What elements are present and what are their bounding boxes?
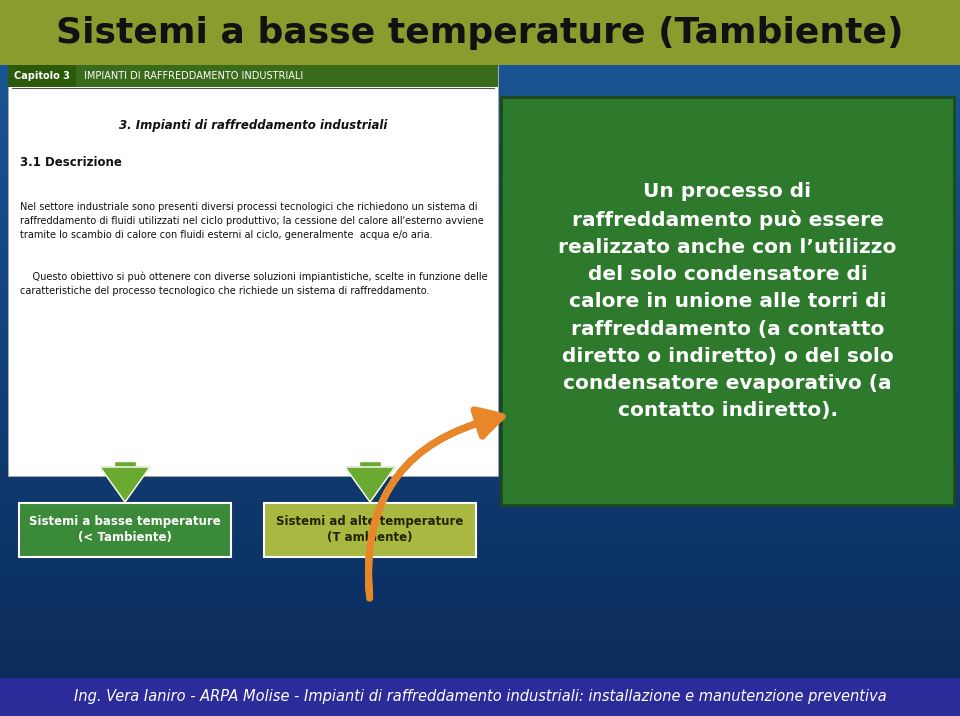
- FancyBboxPatch shape: [264, 503, 476, 557]
- Text: Sistemi ad alte temperature
(T ambiente): Sistemi ad alte temperature (T ambiente): [276, 516, 464, 544]
- Bar: [8, 65, 498, 87]
- Bar: [0, 465, 960, 501]
- Bar: [0, 286, 960, 322]
- Bar: [0, 429, 960, 465]
- Text: Capitolo 3: Capitolo 3: [14, 71, 70, 81]
- Bar: [0, 536, 960, 573]
- Bar: [0, 679, 960, 716]
- Text: IMPIANTI DI RAFFREDDAMENTO INDUSTRIALI: IMPIANTI DI RAFFREDDAMENTO INDUSTRIALI: [84, 71, 303, 81]
- FancyArrowPatch shape: [369, 410, 502, 599]
- Bar: [359, 461, 381, 467]
- Text: 3.1 Descrizione: 3.1 Descrizione: [20, 155, 122, 168]
- Bar: [0, 35, 960, 72]
- Bar: [0, 71, 960, 107]
- Bar: [8, 65, 76, 87]
- Text: Nel settore industriale sono presenti diversi processi tecnologici che richiedon: Nel settore industriale sono presenti di…: [20, 202, 484, 240]
- Bar: [8, 65, 498, 476]
- Bar: [0, 178, 960, 215]
- FancyBboxPatch shape: [19, 503, 231, 557]
- Bar: [0, 678, 960, 716]
- Bar: [0, 0, 960, 65]
- Bar: [0, 321, 960, 358]
- Bar: [0, 250, 960, 286]
- Bar: [0, 142, 960, 179]
- Text: 3. Impianti di raffreddamento industriali: 3. Impianti di raffreddamento industrial…: [119, 119, 387, 132]
- Bar: [0, 214, 960, 251]
- Text: Questo obiettivo si può ottenere con diverse soluzioni impiantistiche, scelte in: Questo obiettivo si può ottenere con div…: [20, 272, 488, 296]
- Bar: [0, 107, 960, 143]
- Bar: [0, 608, 960, 644]
- Text: Ing. Vera Ianiro - ARPA Molise - Impianti di raffreddamento industriali: install: Ing. Vera Ianiro - ARPA Molise - Impiant…: [74, 690, 886, 705]
- Bar: [0, 357, 960, 394]
- Text: Sistemi a basse temperature
(< Tambiente): Sistemi a basse temperature (< Tambiente…: [29, 516, 221, 544]
- Bar: [0, 0, 960, 36]
- Bar: [0, 500, 960, 537]
- Bar: [0, 572, 960, 609]
- Text: Sistemi a basse temperature (Tambiente): Sistemi a basse temperature (Tambiente): [57, 16, 903, 49]
- Polygon shape: [345, 467, 395, 502]
- Polygon shape: [100, 467, 150, 502]
- Bar: [0, 644, 960, 680]
- FancyBboxPatch shape: [501, 97, 954, 505]
- Bar: [114, 461, 136, 467]
- Text: Un processo di
raffreddamento può essere
realizzato anche con l’utilizzo
del sol: Un processo di raffreddamento può essere…: [559, 182, 897, 420]
- Bar: [0, 393, 960, 430]
